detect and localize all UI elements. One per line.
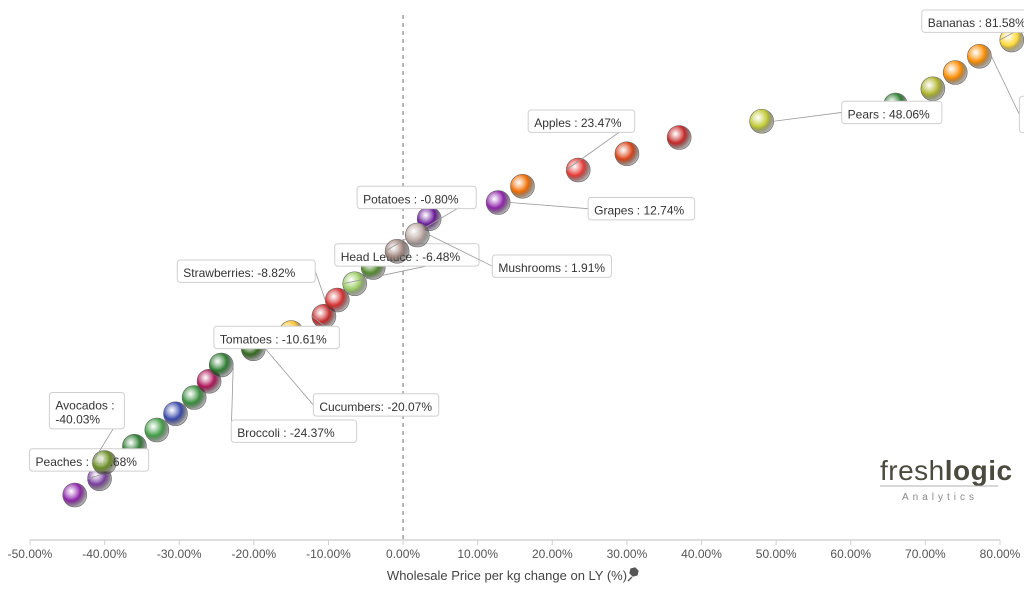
x-tick-label: -40.00% (82, 547, 127, 561)
pin-icon (628, 568, 638, 581)
data-point-item-19[interactable] (510, 174, 534, 198)
x-tick-label: -30.00% (157, 547, 202, 561)
x-tick-label: 70.00% (905, 547, 946, 561)
x-tick-label: -50.00% (8, 547, 53, 561)
x-tick-label: 0.00% (386, 547, 420, 561)
data-point-head-lettuce[interactable] (343, 272, 367, 296)
callout-text: Grapes : 12.74% (594, 204, 684, 218)
x-tick-label: 50.00% (756, 547, 797, 561)
callout-apricots (1019, 96, 1024, 132)
x-axis-title: Wholesale Price per kg change on LY (%) (387, 568, 627, 583)
data-point-grapes[interactable] (486, 191, 510, 215)
x-tick-label: 20.00% (532, 547, 573, 561)
data-point-item-21[interactable] (615, 142, 639, 166)
data-point-item-26[interactable] (943, 61, 967, 85)
callout-text: Mushrooms : 1.91% (498, 261, 605, 275)
callout-text: Bananas : 81.58% (928, 16, 1024, 30)
callout-text: Strawberries: -8.82% (183, 266, 295, 280)
callout-text: Peaches : -40.68% (36, 455, 138, 469)
brand-logo: freshlogic (880, 455, 1013, 486)
data-point-avocados[interactable] (92, 451, 116, 475)
data-point-apricots[interactable] (967, 44, 991, 68)
x-tick-label: 10.00% (457, 547, 498, 561)
callout-text: Cucumbers: -20.07% (319, 400, 432, 414)
data-point-potatoes[interactable] (385, 239, 409, 263)
price-change-chart: -50.00% -40.00% -30.00% -20.00% -10.00% 0.00%… (0, 0, 1024, 589)
data-point-broccoli[interactable] (209, 353, 233, 377)
callout-text: Apples : 23.47% (534, 116, 622, 130)
callout-text: Avocados : (55, 399, 114, 413)
x-tick-label: 40.00% (681, 547, 722, 561)
brand-subtitle: Analytics (902, 492, 978, 503)
callout-text: Potatoes : -0.80% (363, 192, 459, 206)
callout-text: -40.03% (55, 413, 100, 427)
data-point-mushrooms[interactable] (405, 223, 429, 247)
data-point-item-25[interactable] (921, 77, 945, 101)
callout-text: Pears : 48.06% (848, 107, 930, 121)
callout-text: Broccoli : -24.37% (237, 426, 335, 440)
x-tick-label: -20.00% (231, 547, 276, 561)
data-point-pears[interactable] (750, 109, 774, 133)
x-tick-label: 30.00% (607, 547, 648, 561)
data-point-item-22[interactable] (667, 126, 691, 150)
data-point-item-4[interactable] (145, 418, 169, 442)
callout-text: Tomatoes : -10.61% (220, 332, 327, 346)
x-tick-label: 80.00% (980, 547, 1021, 561)
data-point-item-5[interactable] (164, 402, 188, 426)
x-tick-label: -10.00% (306, 547, 351, 561)
x-tick-label: 60.00% (830, 547, 871, 561)
data-point-item-0[interactable] (63, 483, 87, 507)
